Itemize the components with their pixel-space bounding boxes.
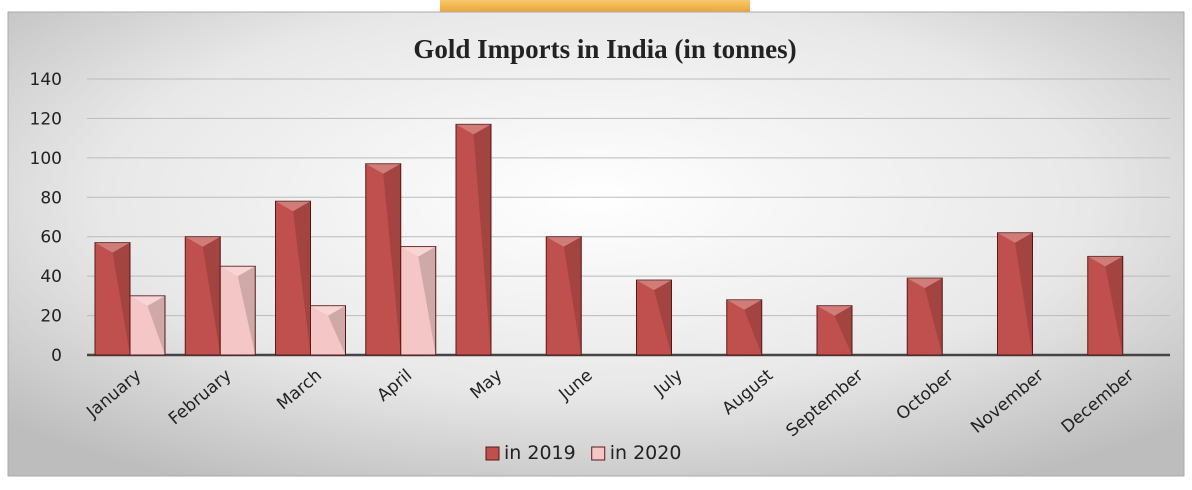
bar-bevel [1015, 232, 1033, 355]
bar-bevel [328, 305, 346, 355]
bar [275, 200, 311, 356]
bar-bevel [924, 278, 943, 355]
bar-bevel [310, 305, 346, 316]
y-tick-label: 60 [40, 228, 62, 248]
y-tick-label: 0 [51, 346, 62, 366]
bar [636, 279, 672, 356]
bar-bevel [237, 266, 256, 355]
bar-bevel [563, 236, 582, 355]
bar-bevel [654, 280, 672, 355]
bar-bevel [546, 236, 582, 247]
bar-bevel [473, 124, 491, 355]
bar-bevel [726, 299, 762, 310]
y-tick-label: 80 [40, 188, 62, 208]
bar-bevel [997, 232, 1033, 243]
bar [310, 305, 346, 356]
bar-bevel [365, 163, 401, 174]
y-tick-label: 140 [30, 70, 62, 90]
bar-bevel [834, 305, 852, 355]
y-tick-label: 120 [30, 109, 62, 129]
bar-bevel [147, 295, 165, 355]
bar-bevel [1087, 256, 1123, 267]
bar [219, 265, 256, 356]
bar [545, 236, 582, 356]
bar-bevel [185, 236, 221, 247]
legend-swatch [485, 446, 500, 461]
bar [816, 305, 853, 356]
legend-swatch [591, 446, 606, 461]
bar [455, 123, 492, 356]
decoration [440, 0, 750, 14]
bar-bevel [383, 163, 401, 355]
bar [365, 163, 402, 356]
bar-bevel [202, 236, 221, 355]
bar-bevel [293, 201, 311, 355]
bar-bevel [130, 295, 165, 306]
bar-bevel [418, 246, 436, 355]
bar-bevel [112, 242, 130, 355]
bar [726, 299, 763, 356]
bar-bevel [907, 278, 943, 289]
y-tick-label: 20 [40, 307, 62, 327]
bar-bevel [95, 242, 130, 253]
bar [1087, 255, 1124, 356]
y-tick-label: 40 [40, 267, 62, 287]
bar-bevel [220, 266, 256, 277]
chart-title: Gold Imports in India (in tonnes) [413, 34, 796, 64]
bar-bevel [817, 305, 852, 316]
bar [906, 277, 943, 356]
bar [400, 246, 437, 356]
bar-bevel [275, 201, 311, 212]
y-tick-label: 100 [30, 149, 62, 169]
legend-label: in 2020 [610, 442, 682, 464]
bar-bevel [400, 246, 436, 257]
bar-bevel [744, 299, 762, 355]
bar-bevel [1105, 256, 1123, 355]
bar-bevel [636, 280, 672, 291]
bar-bevel [456, 124, 491, 135]
legend-label: in 2019 [504, 442, 576, 464]
bar [997, 232, 1033, 356]
bar [129, 295, 166, 356]
